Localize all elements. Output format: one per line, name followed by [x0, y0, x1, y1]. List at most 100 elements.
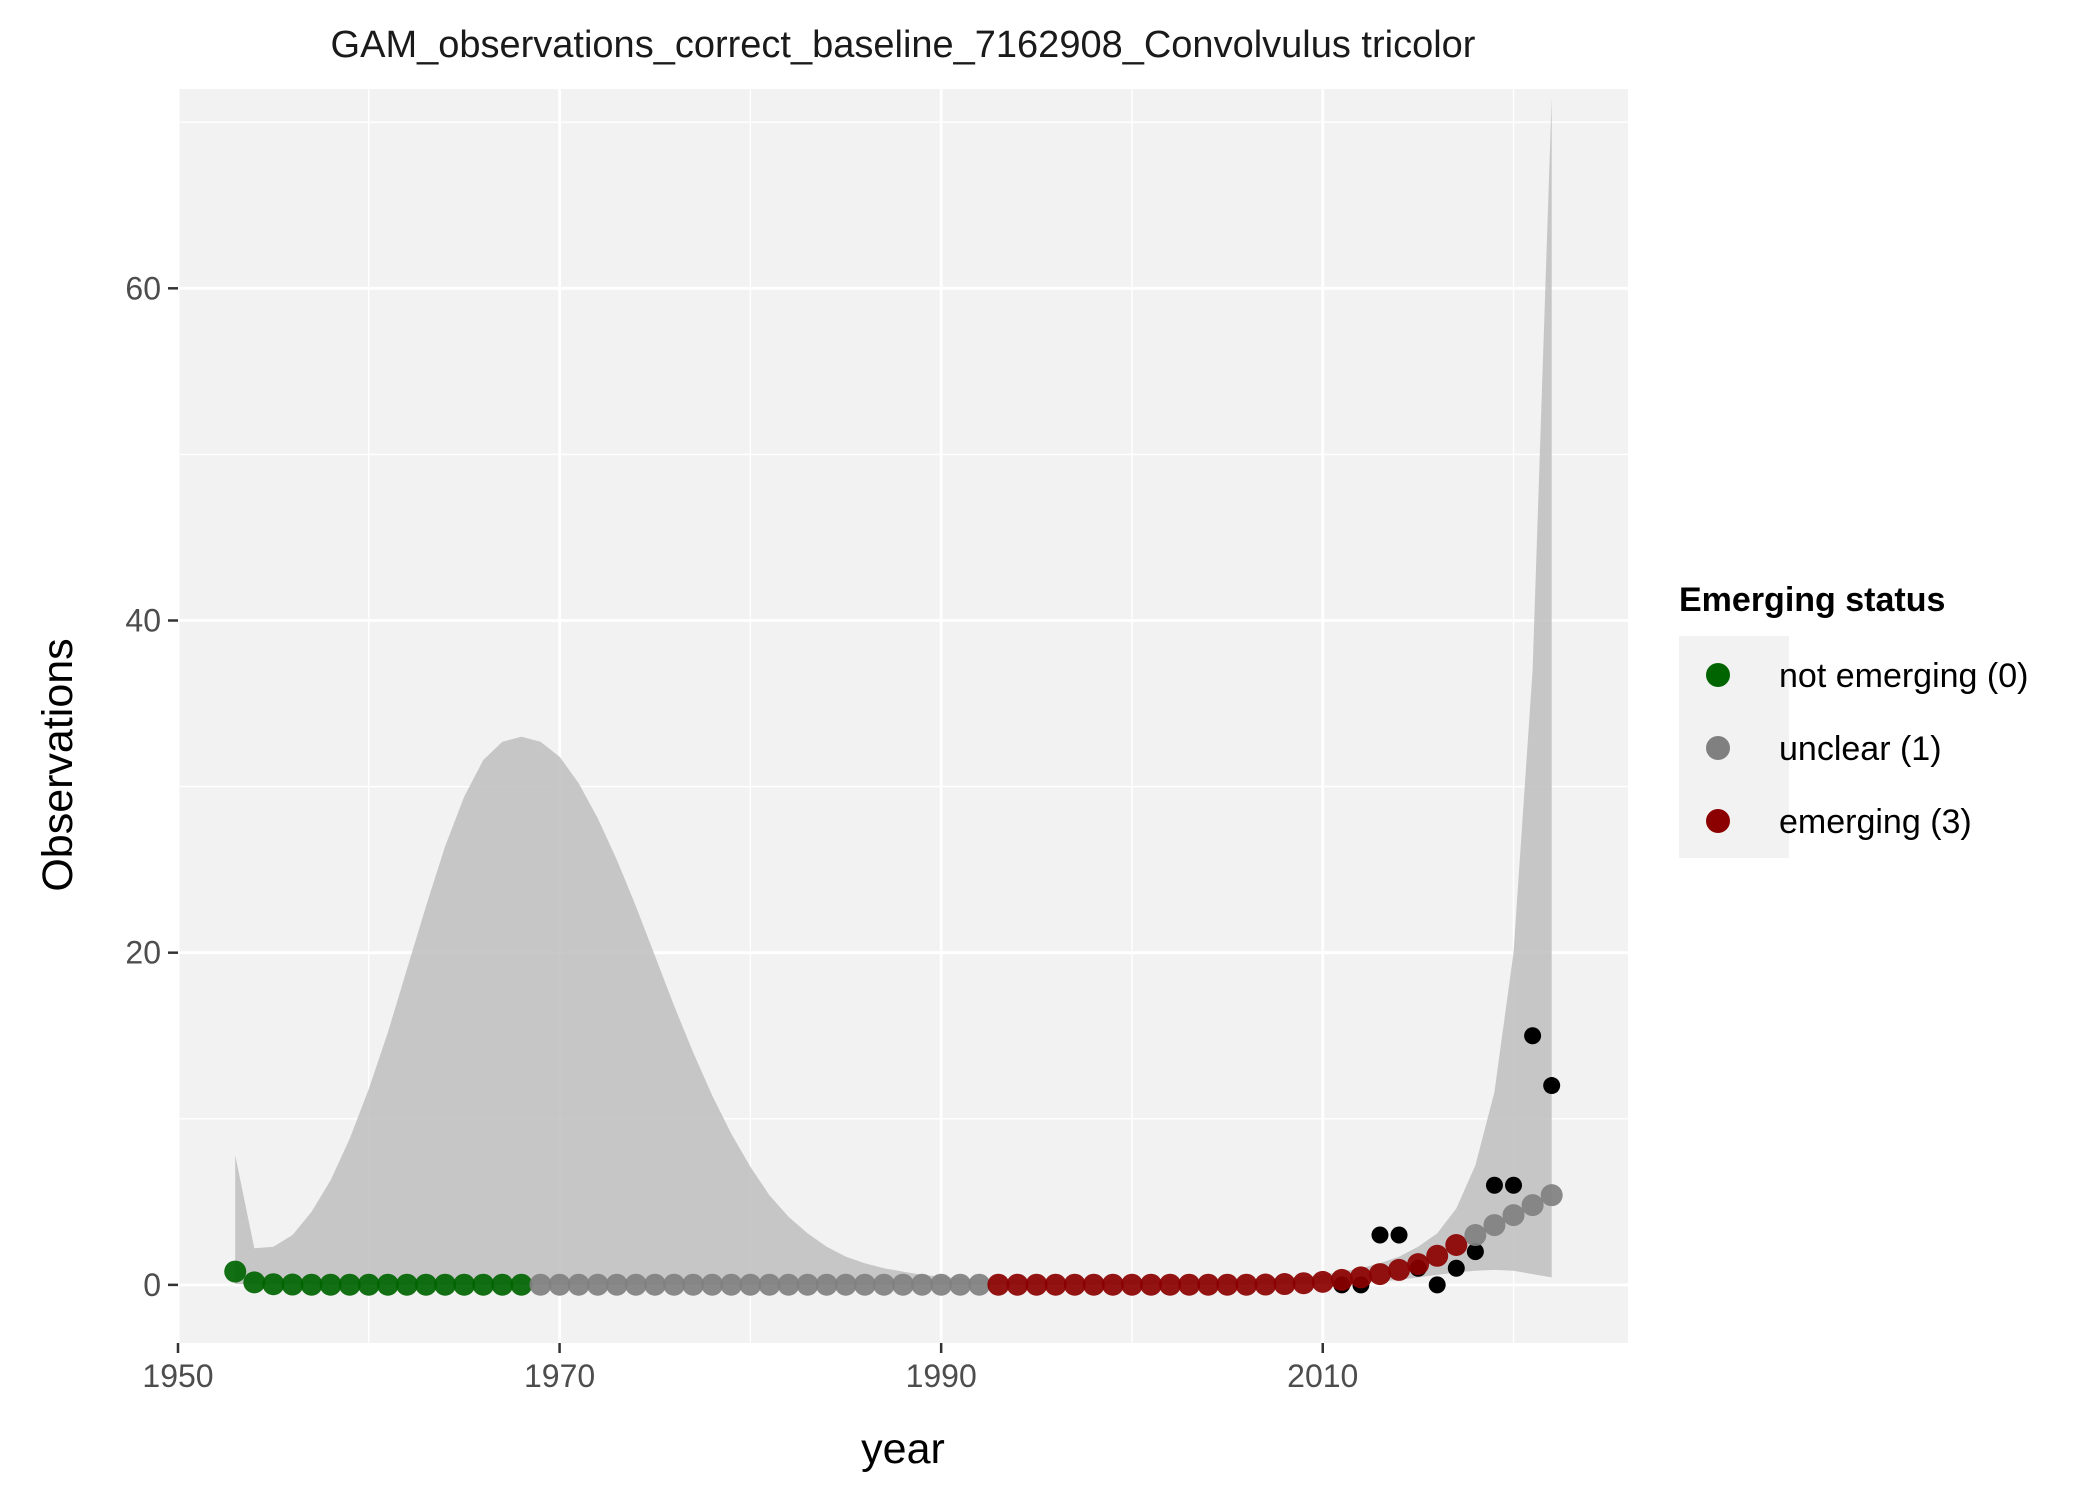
fitted-point — [300, 1273, 323, 1296]
fitted-point — [1330, 1268, 1353, 1291]
fitted-point — [911, 1273, 934, 1296]
fitted-point — [376, 1273, 399, 1296]
fitted-point — [1349, 1266, 1372, 1289]
fitted-point — [1216, 1273, 1239, 1296]
fitted-point — [643, 1273, 666, 1296]
observed-point — [1485, 1176, 1503, 1194]
fitted-point — [930, 1273, 953, 1296]
fitted-point — [815, 1273, 838, 1296]
legend-key-background — [1679, 636, 1789, 858]
x-tick-label: 1990 — [906, 1358, 977, 1394]
y-axis: 0 20 40 60 — [125, 270, 178, 1303]
x-axis: 1950 1970 1990 2010 — [142, 1343, 1358, 1394]
legend-label: emerging (3) — [1779, 803, 1972, 841]
fitted-point — [1120, 1273, 1143, 1296]
fitted-point — [319, 1273, 342, 1296]
grid-minor — [178, 89, 1628, 1343]
legend-marker-unclear — [1706, 736, 1730, 760]
fitted-point — [758, 1273, 781, 1296]
fitted-point — [434, 1273, 457, 1296]
fitted-point — [853, 1273, 876, 1296]
fitted-points — [224, 1184, 1563, 1296]
confidence-ribbon — [235, 97, 1552, 1285]
fitted-point — [834, 1273, 857, 1296]
fitted-point — [796, 1273, 819, 1296]
fitted-point — [605, 1273, 628, 1296]
fitted-point — [395, 1273, 418, 1296]
observed-point — [1390, 1226, 1408, 1244]
legend-item: emerging (3) — [1706, 803, 1972, 841]
legend-marker-emerging — [1706, 809, 1730, 833]
x-axis-title: year — [861, 1425, 945, 1473]
x-tick-label: 2010 — [1287, 1358, 1358, 1394]
fitted-point — [624, 1273, 647, 1296]
observed-point — [1543, 1077, 1561, 1095]
fitted-point — [949, 1273, 972, 1296]
fitted-point — [338, 1273, 361, 1296]
fitted-point — [548, 1273, 571, 1296]
fitted-point — [872, 1273, 895, 1296]
fitted-point — [739, 1273, 762, 1296]
fitted-point — [1445, 1234, 1468, 1257]
y-axis-title: Observations — [34, 638, 82, 891]
legend-label: unclear (1) — [1779, 730, 1942, 768]
fitted-point — [1540, 1184, 1563, 1207]
observed-point — [1447, 1259, 1465, 1277]
fitted-point — [1368, 1263, 1391, 1286]
legend-title: Emerging status — [1679, 581, 1945, 619]
fitted-point — [1426, 1244, 1449, 1267]
x-tick-label: 1970 — [524, 1358, 595, 1394]
fitted-point — [1388, 1258, 1411, 1281]
fitted-point — [1063, 1273, 1086, 1296]
fitted-point — [1082, 1273, 1105, 1296]
y-tick-label: 40 — [125, 602, 161, 638]
legend-item: unclear (1) — [1706, 730, 1942, 768]
fitted-point — [682, 1273, 705, 1296]
y-tick-label: 0 — [143, 1267, 161, 1303]
fitted-point — [1025, 1273, 1048, 1296]
x-tick-label: 1950 — [142, 1358, 213, 1394]
fitted-point — [1006, 1273, 1029, 1296]
fitted-point — [1178, 1273, 1201, 1296]
fitted-point — [1311, 1270, 1334, 1293]
observed-point — [1466, 1243, 1484, 1261]
legend: Emerging status not emerging (0) unclear… — [1679, 581, 2028, 858]
fitted-point — [1235, 1273, 1258, 1296]
legend-label: not emerging (0) — [1779, 657, 2028, 695]
fitted-point — [281, 1273, 304, 1296]
fitted-point — [892, 1273, 914, 1296]
fitted-point — [1140, 1273, 1163, 1296]
fitted-point — [777, 1273, 800, 1296]
fitted-point — [1483, 1214, 1506, 1237]
fitted-point — [1254, 1273, 1277, 1296]
fitted-point — [415, 1273, 438, 1296]
observed-point — [1428, 1276, 1446, 1294]
fitted-point — [1273, 1273, 1296, 1296]
fitted-point — [701, 1273, 724, 1296]
y-tick-label: 60 — [125, 270, 161, 306]
fitted-point — [968, 1273, 991, 1296]
fitted-point — [1502, 1204, 1525, 1227]
fitted-point — [1159, 1273, 1182, 1296]
fitted-point — [1197, 1273, 1220, 1296]
fitted-point — [491, 1273, 514, 1296]
observed-point — [1505, 1176, 1523, 1194]
fitted-point — [472, 1273, 495, 1296]
fitted-point — [1521, 1194, 1544, 1217]
fitted-point — [567, 1273, 590, 1296]
observed-point — [1524, 1027, 1542, 1045]
fitted-point — [586, 1273, 609, 1296]
fitted-point — [1044, 1273, 1067, 1296]
chart-title: GAM_observations_correct_baseline_716290… — [331, 24, 1476, 66]
fitted-point — [529, 1273, 552, 1296]
fitted-point — [663, 1273, 686, 1296]
fitted-point — [720, 1273, 743, 1296]
fitted-point — [1407, 1253, 1430, 1276]
legend-marker-not-emerging — [1706, 663, 1730, 687]
fitted-point — [1292, 1272, 1315, 1295]
fitted-point — [987, 1273, 1010, 1296]
fitted-point — [262, 1273, 285, 1296]
observed-point — [1371, 1226, 1389, 1244]
fitted-point — [1101, 1273, 1124, 1296]
